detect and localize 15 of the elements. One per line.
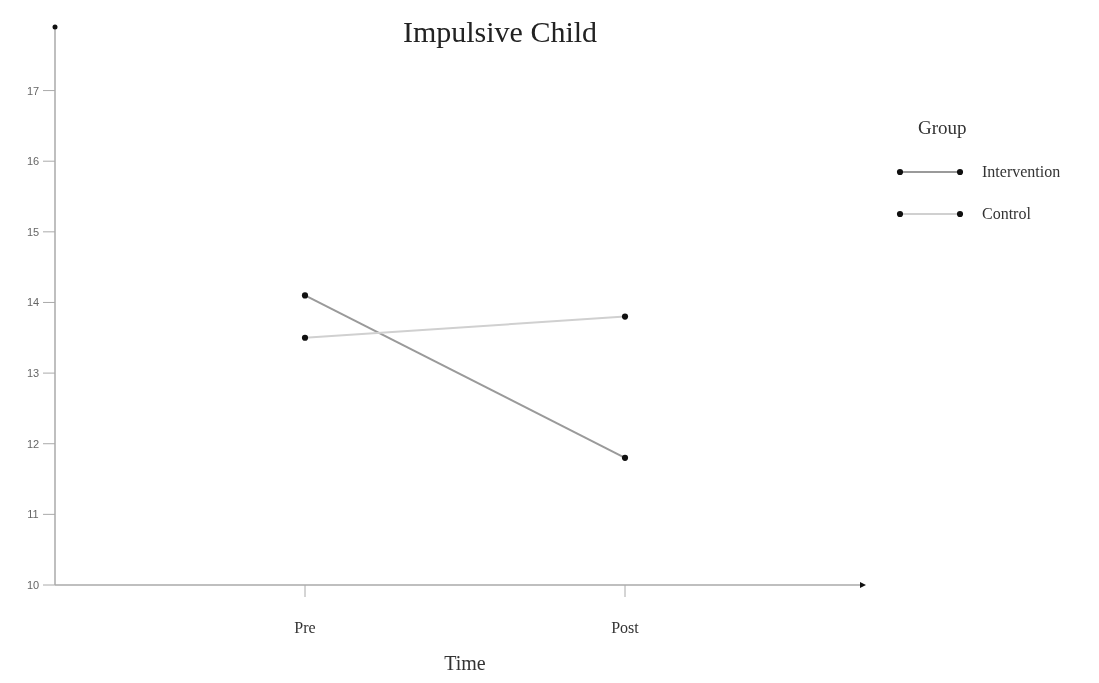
- y-tick-label: 12: [26, 437, 40, 450]
- y-tick-label: 17: [26, 84, 40, 97]
- y-tick-label: 13: [26, 367, 40, 380]
- legend-label: Intervention: [982, 163, 1061, 180]
- x-axis-title: Time: [444, 652, 486, 674]
- x-tick-label: Pre: [294, 619, 316, 636]
- y-tick-label: 15: [26, 225, 40, 238]
- y-tick-label: 11: [27, 508, 39, 521]
- legend-label: Control: [982, 205, 1032, 222]
- chart-title: Impulsive Child: [402, 15, 598, 48]
- x-tick-label: Post: [611, 619, 640, 636]
- y-tick-label: 14: [26, 296, 40, 309]
- y-tick-label: 10: [26, 579, 40, 591]
- y-tick-label: 16: [26, 155, 40, 168]
- legend-title: Group: [918, 117, 967, 138]
